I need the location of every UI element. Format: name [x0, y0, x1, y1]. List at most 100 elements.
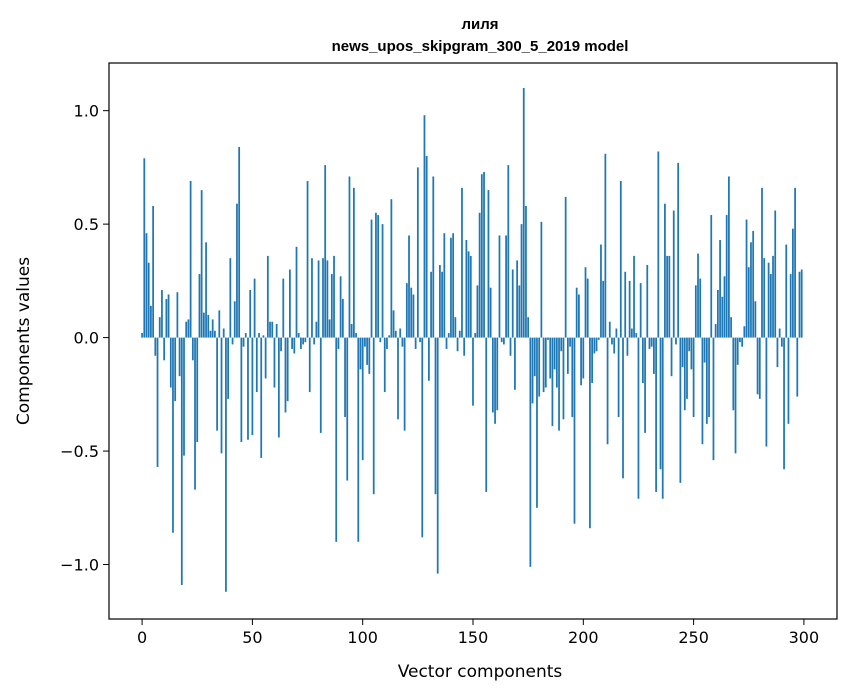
bar — [304, 337, 307, 343]
bar — [741, 337, 744, 347]
bar — [405, 283, 408, 338]
bar — [595, 337, 598, 352]
bar — [289, 269, 291, 338]
bar — [330, 274, 333, 338]
bar — [355, 333, 357, 338]
bar — [337, 337, 340, 349]
bar — [531, 337, 534, 404]
bar — [282, 278, 285, 338]
bar — [315, 321, 318, 338]
bar — [635, 333, 638, 338]
bar — [216, 337, 218, 431]
bar — [597, 337, 600, 340]
bar — [723, 276, 726, 338]
bar — [366, 337, 368, 365]
bar — [560, 337, 563, 352]
bar — [708, 337, 710, 418]
bar — [218, 310, 221, 338]
bar — [544, 337, 547, 388]
bar — [275, 323, 278, 338]
bar — [480, 174, 483, 338]
bar — [580, 337, 582, 386]
bar — [562, 337, 565, 420]
bar — [410, 287, 413, 338]
bar — [147, 262, 150, 338]
bar — [630, 328, 633, 338]
bar — [527, 317, 530, 338]
bar — [505, 235, 507, 338]
bar — [156, 337, 159, 467]
bar — [388, 335, 391, 338]
bar — [794, 187, 796, 338]
bar — [792, 228, 794, 338]
bar — [763, 258, 766, 338]
bar — [158, 317, 161, 338]
bar — [714, 323, 717, 338]
bar — [214, 330, 216, 338]
bar — [551, 337, 554, 427]
bar — [611, 337, 613, 345]
bar — [317, 260, 320, 338]
bar — [600, 244, 602, 338]
bar — [368, 337, 371, 374]
bar — [445, 337, 448, 349]
bar — [392, 310, 395, 338]
bar — [322, 258, 324, 338]
bar — [767, 262, 770, 338]
bar — [436, 337, 439, 574]
bar — [606, 337, 609, 445]
bar — [491, 337, 494, 413]
bar — [222, 328, 225, 338]
bar — [540, 221, 543, 338]
bar — [518, 285, 521, 338]
bar — [613, 337, 616, 354]
y-tick-label: 1.0 — [74, 102, 99, 121]
bar — [578, 294, 580, 338]
bar — [339, 276, 342, 338]
bar — [697, 253, 699, 338]
bar — [586, 278, 589, 338]
bar — [403, 337, 406, 431]
bar — [469, 255, 472, 338]
bar — [209, 330, 212, 338]
bar — [796, 337, 799, 397]
bar — [538, 337, 541, 397]
bar — [549, 337, 552, 379]
bar — [500, 337, 503, 343]
bar — [617, 337, 620, 418]
bar — [196, 337, 199, 442]
bar — [174, 337, 177, 402]
bar — [443, 233, 446, 338]
bar — [266, 255, 269, 338]
bar — [344, 337, 346, 418]
bar — [732, 337, 735, 411]
bar — [653, 337, 655, 374]
bar — [297, 333, 300, 338]
bar — [452, 233, 455, 338]
bar — [328, 319, 331, 338]
bar — [703, 337, 706, 363]
bar — [542, 337, 545, 393]
bar — [772, 255, 774, 338]
bar — [752, 230, 755, 338]
bar — [262, 335, 265, 338]
bar — [553, 337, 556, 370]
bar — [447, 333, 450, 338]
bar — [716, 289, 719, 338]
bar — [300, 337, 302, 349]
bar — [178, 337, 181, 377]
bar — [765, 337, 768, 447]
bar — [167, 294, 170, 338]
bar — [408, 235, 410, 338]
bar — [648, 337, 651, 349]
bar — [573, 337, 576, 524]
bar — [397, 337, 399, 420]
bar — [145, 233, 148, 338]
bar — [536, 337, 538, 508]
bar — [465, 240, 468, 338]
bar — [346, 337, 349, 481]
bar — [271, 321, 274, 338]
bar — [381, 224, 384, 338]
bar — [286, 337, 289, 402]
